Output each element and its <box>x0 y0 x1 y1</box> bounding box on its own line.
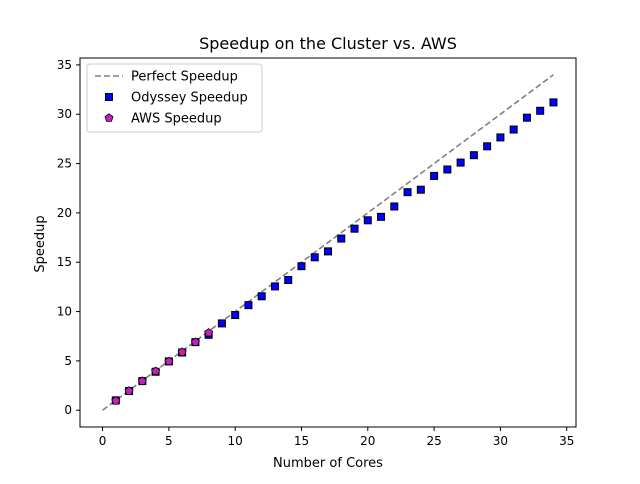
aws-speedup-point <box>137 376 147 385</box>
odyssey-speedup-point <box>443 165 452 174</box>
y-tick-label: 30 <box>57 107 72 121</box>
aws-speedup-point <box>111 396 121 405</box>
odyssey-speedup-point <box>416 185 425 194</box>
odyssey-speedup-point <box>496 133 505 142</box>
odyssey-speedup-point <box>244 301 253 310</box>
x-tick-label: 20 <box>360 434 375 448</box>
y-tick-label: 5 <box>64 354 72 368</box>
odyssey-speedup-point <box>350 224 359 233</box>
x-tick-label: 35 <box>559 434 574 448</box>
odyssey-speedup-point <box>390 202 399 211</box>
odyssey-speedup-point <box>324 247 332 256</box>
odyssey-speedup-point <box>377 212 386 221</box>
x-tick-label: 5 <box>165 434 173 448</box>
odyssey-speedup-point <box>270 282 279 291</box>
x-tick-label: 15 <box>294 434 309 448</box>
y-tick-label: 0 <box>64 403 72 417</box>
perfect-speedup-line <box>102 74 554 411</box>
legend-entry-label: Perfect Speedup <box>131 70 238 85</box>
odyssey-speedup-point <box>430 171 439 180</box>
x-tick-label: 0 <box>99 434 107 448</box>
aws-speedup-point <box>204 328 214 337</box>
odyssey-speedup-point <box>536 106 545 115</box>
y-tick-label: 10 <box>57 305 72 319</box>
y-tick-label: 20 <box>57 206 72 220</box>
aws-speedup-point <box>124 386 134 395</box>
odyssey-speedup-point <box>549 98 558 107</box>
legend-pentagon-swatch <box>104 113 114 122</box>
odyssey-speedup-point <box>297 262 306 271</box>
legend: Perfect Speedup Odyssey Speedup AWS Speedu… <box>86 63 263 133</box>
aws-speedup-point <box>177 347 187 356</box>
axes-frame <box>79 57 577 428</box>
legend-box <box>86 63 263 133</box>
x-tick-label: 10 <box>228 434 243 448</box>
aws-speedup-point <box>190 337 200 346</box>
x-tick-label: 25 <box>426 434 441 448</box>
x-axis-label: Number of Cores <box>273 456 383 471</box>
odyssey-speedup-point <box>257 292 266 301</box>
odyssey-speedup-point <box>483 142 492 151</box>
odyssey-speedup-point <box>509 125 518 134</box>
odyssey-speedup-point <box>231 311 240 320</box>
legend-square-swatch <box>105 93 113 101</box>
odyssey-speedup-point <box>284 275 293 284</box>
legend-entry-label: AWS Speedup <box>131 112 222 127</box>
chart-title: Speedup on the Cluster vs. AWS <box>199 34 457 53</box>
aws-speedup-point <box>164 356 174 366</box>
legend-entry-label: Odyssey Speedup <box>131 91 248 106</box>
odyssey-speedup-point <box>363 216 372 225</box>
plot-area: 0 5 10 15 20 25 30 35 0 5 10 15 20 25 30 35 <box>57 57 577 448</box>
odyssey-speedup-point <box>337 234 346 243</box>
odyssey-speedup-point <box>522 113 531 122</box>
odyssey-speedup-point <box>217 319 226 328</box>
y-tick-label: 25 <box>57 157 72 171</box>
odyssey-speedup-point <box>469 151 478 160</box>
x-tick-label: 30 <box>493 434 508 448</box>
odyssey-speedup-point <box>456 158 465 167</box>
y-axis-label: Speedup <box>33 215 48 272</box>
odyssey-speedup-point <box>403 188 412 197</box>
y-tick-label: 35 <box>57 58 72 72</box>
aws-speedup-point <box>151 366 161 376</box>
odyssey-speedup-point <box>310 253 319 262</box>
y-tick-label: 15 <box>57 255 72 269</box>
